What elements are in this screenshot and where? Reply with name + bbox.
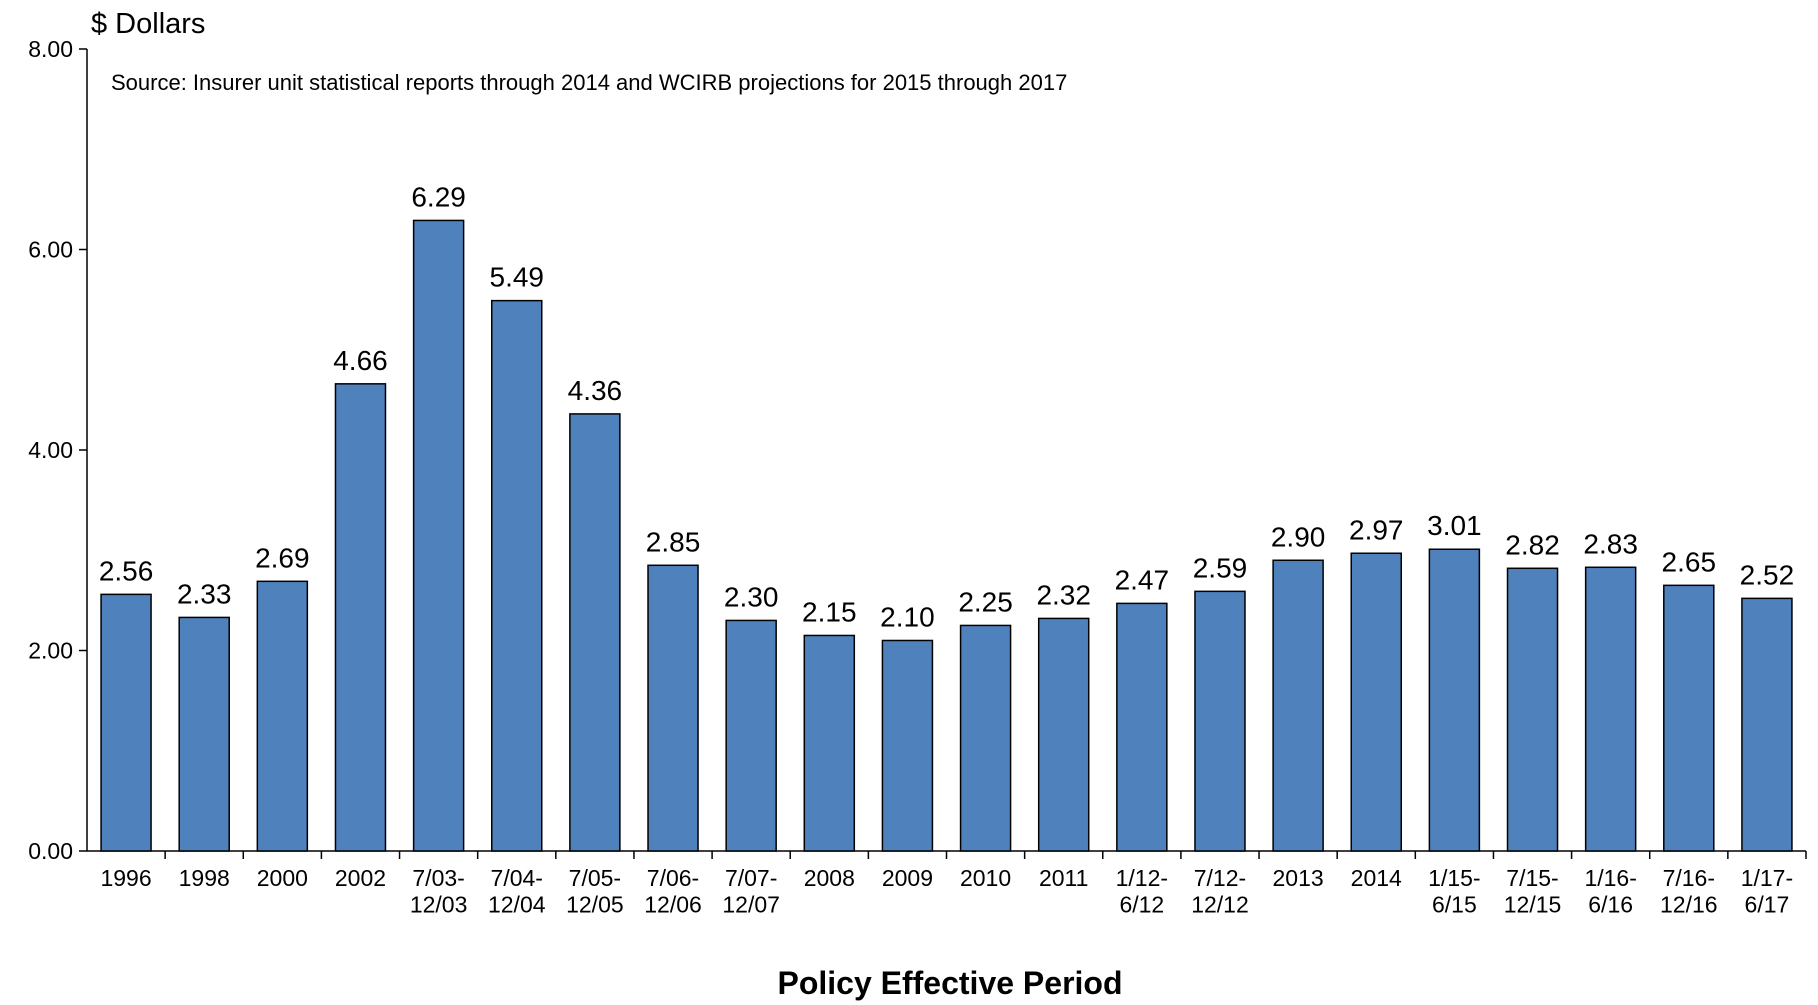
- y-axis-label: $ Dollars: [91, 8, 205, 40]
- value-label: 2.10: [880, 601, 935, 632]
- bar: [1428, 548, 1481, 852]
- value-label: 4.36: [568, 375, 623, 406]
- x-tick-label: 2010: [960, 865, 1011, 891]
- x-tick-label: 7/16-12/16: [1660, 865, 1718, 917]
- value-label: 2.83: [1583, 528, 1638, 559]
- x-tick-label: 7/15-12/15: [1504, 865, 1562, 917]
- x-tick-label: 2014: [1351, 865, 1402, 891]
- bar: [1272, 559, 1324, 852]
- value-label: 2.65: [1662, 546, 1717, 577]
- x-tick-label: 1/12-6/12: [1116, 865, 1168, 917]
- x-tick-label: 2013: [1273, 865, 1324, 891]
- x-tick-label: 1996: [100, 865, 151, 891]
- value-label: 2.30: [724, 581, 779, 612]
- bar: [1350, 552, 1403, 852]
- bar: [490, 299, 543, 852]
- value-label: 2.33: [177, 578, 232, 609]
- bar: [256, 580, 309, 852]
- value-label: 2.52: [1740, 559, 1795, 590]
- x-tick-label: 1/15-6/15: [1428, 865, 1480, 917]
- y-tick-label: 0.00: [28, 838, 73, 864]
- value-label: 2.15: [802, 596, 857, 627]
- value-label: 5.49: [490, 262, 545, 293]
- bar: [881, 639, 934, 852]
- bar: [412, 219, 465, 852]
- x-axis-label: Policy Effective Period: [777, 965, 1122, 1001]
- x-tick-label: 7/07-12/07: [722, 865, 780, 917]
- value-label: 2.59: [1193, 552, 1248, 583]
- value-label: 2.32: [1036, 579, 1091, 610]
- x-tick-label: 2002: [335, 865, 386, 891]
- value-label: 2.56: [99, 555, 154, 586]
- x-tick-label: 2000: [257, 865, 308, 891]
- value-label: 2.97: [1349, 514, 1404, 545]
- bar: [100, 593, 152, 852]
- y-tick-label: 2.00: [28, 638, 73, 664]
- value-label: 2.82: [1505, 529, 1560, 560]
- value-label: 2.85: [646, 526, 701, 557]
- x-tick-label: 2011: [1039, 865, 1088, 891]
- annotation: Source: Insurer unit statistical reports…: [111, 70, 1067, 95]
- x-tick-label: 7/06-12/06: [644, 865, 702, 917]
- bar: [1116, 602, 1168, 852]
- value-label: 2.47: [1115, 564, 1170, 595]
- value-label: 4.66: [333, 345, 388, 376]
- x-tick-label: 7/05-12/05: [566, 865, 624, 917]
- x-tick-label: 2009: [882, 865, 933, 891]
- value-label: 2.25: [958, 586, 1013, 617]
- x-tick-label: 7/04-12/04: [488, 865, 546, 917]
- value-label: 2.90: [1271, 521, 1326, 552]
- x-tick-label: 7/03-12/03: [410, 865, 468, 917]
- bar: [178, 616, 230, 852]
- bar: [1584, 566, 1637, 852]
- bar: [725, 619, 777, 852]
- x-tick-label: 1/16-6/16: [1584, 865, 1636, 917]
- bar: [1194, 590, 1246, 852]
- bar: [803, 634, 856, 852]
- bar: [1663, 584, 1715, 852]
- bar: [569, 413, 621, 852]
- x-tick-label: 1/17-6/17: [1741, 865, 1793, 917]
- x-tick-label: 2008: [804, 865, 855, 891]
- bar: [1037, 617, 1090, 852]
- bar: [647, 564, 699, 852]
- x-tick-label: 1998: [179, 865, 230, 891]
- value-label: 3.01: [1427, 510, 1482, 541]
- bar: [1741, 597, 1793, 852]
- x-tick-label: 7/12-12/12: [1191, 865, 1249, 917]
- y-tick-label: 8.00: [28, 36, 73, 62]
- value-label: 6.29: [411, 181, 466, 212]
- value-label: 2.69: [255, 542, 310, 573]
- bar: [334, 383, 387, 852]
- bar: [959, 624, 1012, 852]
- y-tick-label: 6.00: [28, 237, 73, 263]
- bar: [1506, 567, 1559, 852]
- y-tick-label: 4.00: [28, 437, 73, 463]
